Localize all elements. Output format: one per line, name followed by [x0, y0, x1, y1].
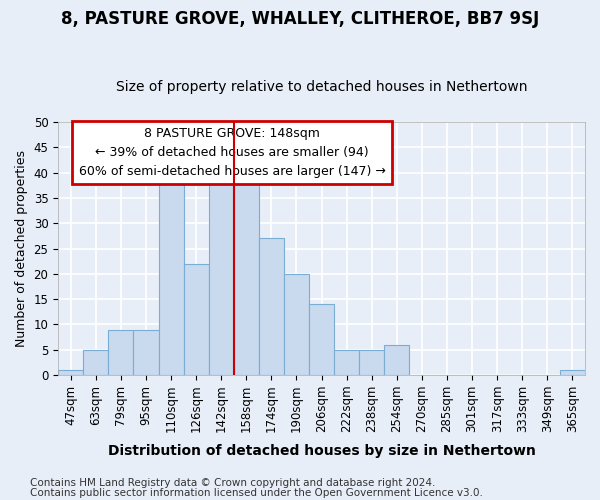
X-axis label: Distribution of detached houses by size in Nethertown: Distribution of detached houses by size … [107, 444, 536, 458]
Bar [560, 370, 585, 375]
Y-axis label: Number of detached properties: Number of detached properties [15, 150, 28, 347]
Text: Contains HM Land Registry data © Crown copyright and database right 2024.: Contains HM Land Registry data © Crown c… [30, 478, 436, 488]
Title: Size of property relative to detached houses in Nethertown: Size of property relative to detached ho… [116, 80, 527, 94]
Bar [384, 344, 409, 375]
Text: 8 PASTURE GROVE: 148sqm
← 39% of detached houses are smaller (94)
60% of semi-de: 8 PASTURE GROVE: 148sqm ← 39% of detache… [79, 127, 385, 178]
Bar [158, 178, 184, 375]
Text: 8, PASTURE GROVE, WHALLEY, CLITHEROE, BB7 9SJ: 8, PASTURE GROVE, WHALLEY, CLITHEROE, BB… [61, 10, 539, 28]
Bar [309, 304, 334, 375]
Bar [133, 330, 158, 375]
Bar [58, 370, 83, 375]
Bar [209, 178, 234, 375]
Bar [184, 264, 209, 375]
Bar [359, 350, 384, 375]
Bar [109, 330, 133, 375]
Bar [234, 168, 259, 375]
Bar [83, 350, 109, 375]
Text: Contains public sector information licensed under the Open Government Licence v3: Contains public sector information licen… [30, 488, 483, 498]
Bar [334, 350, 359, 375]
Bar [284, 274, 309, 375]
Bar [259, 238, 284, 375]
